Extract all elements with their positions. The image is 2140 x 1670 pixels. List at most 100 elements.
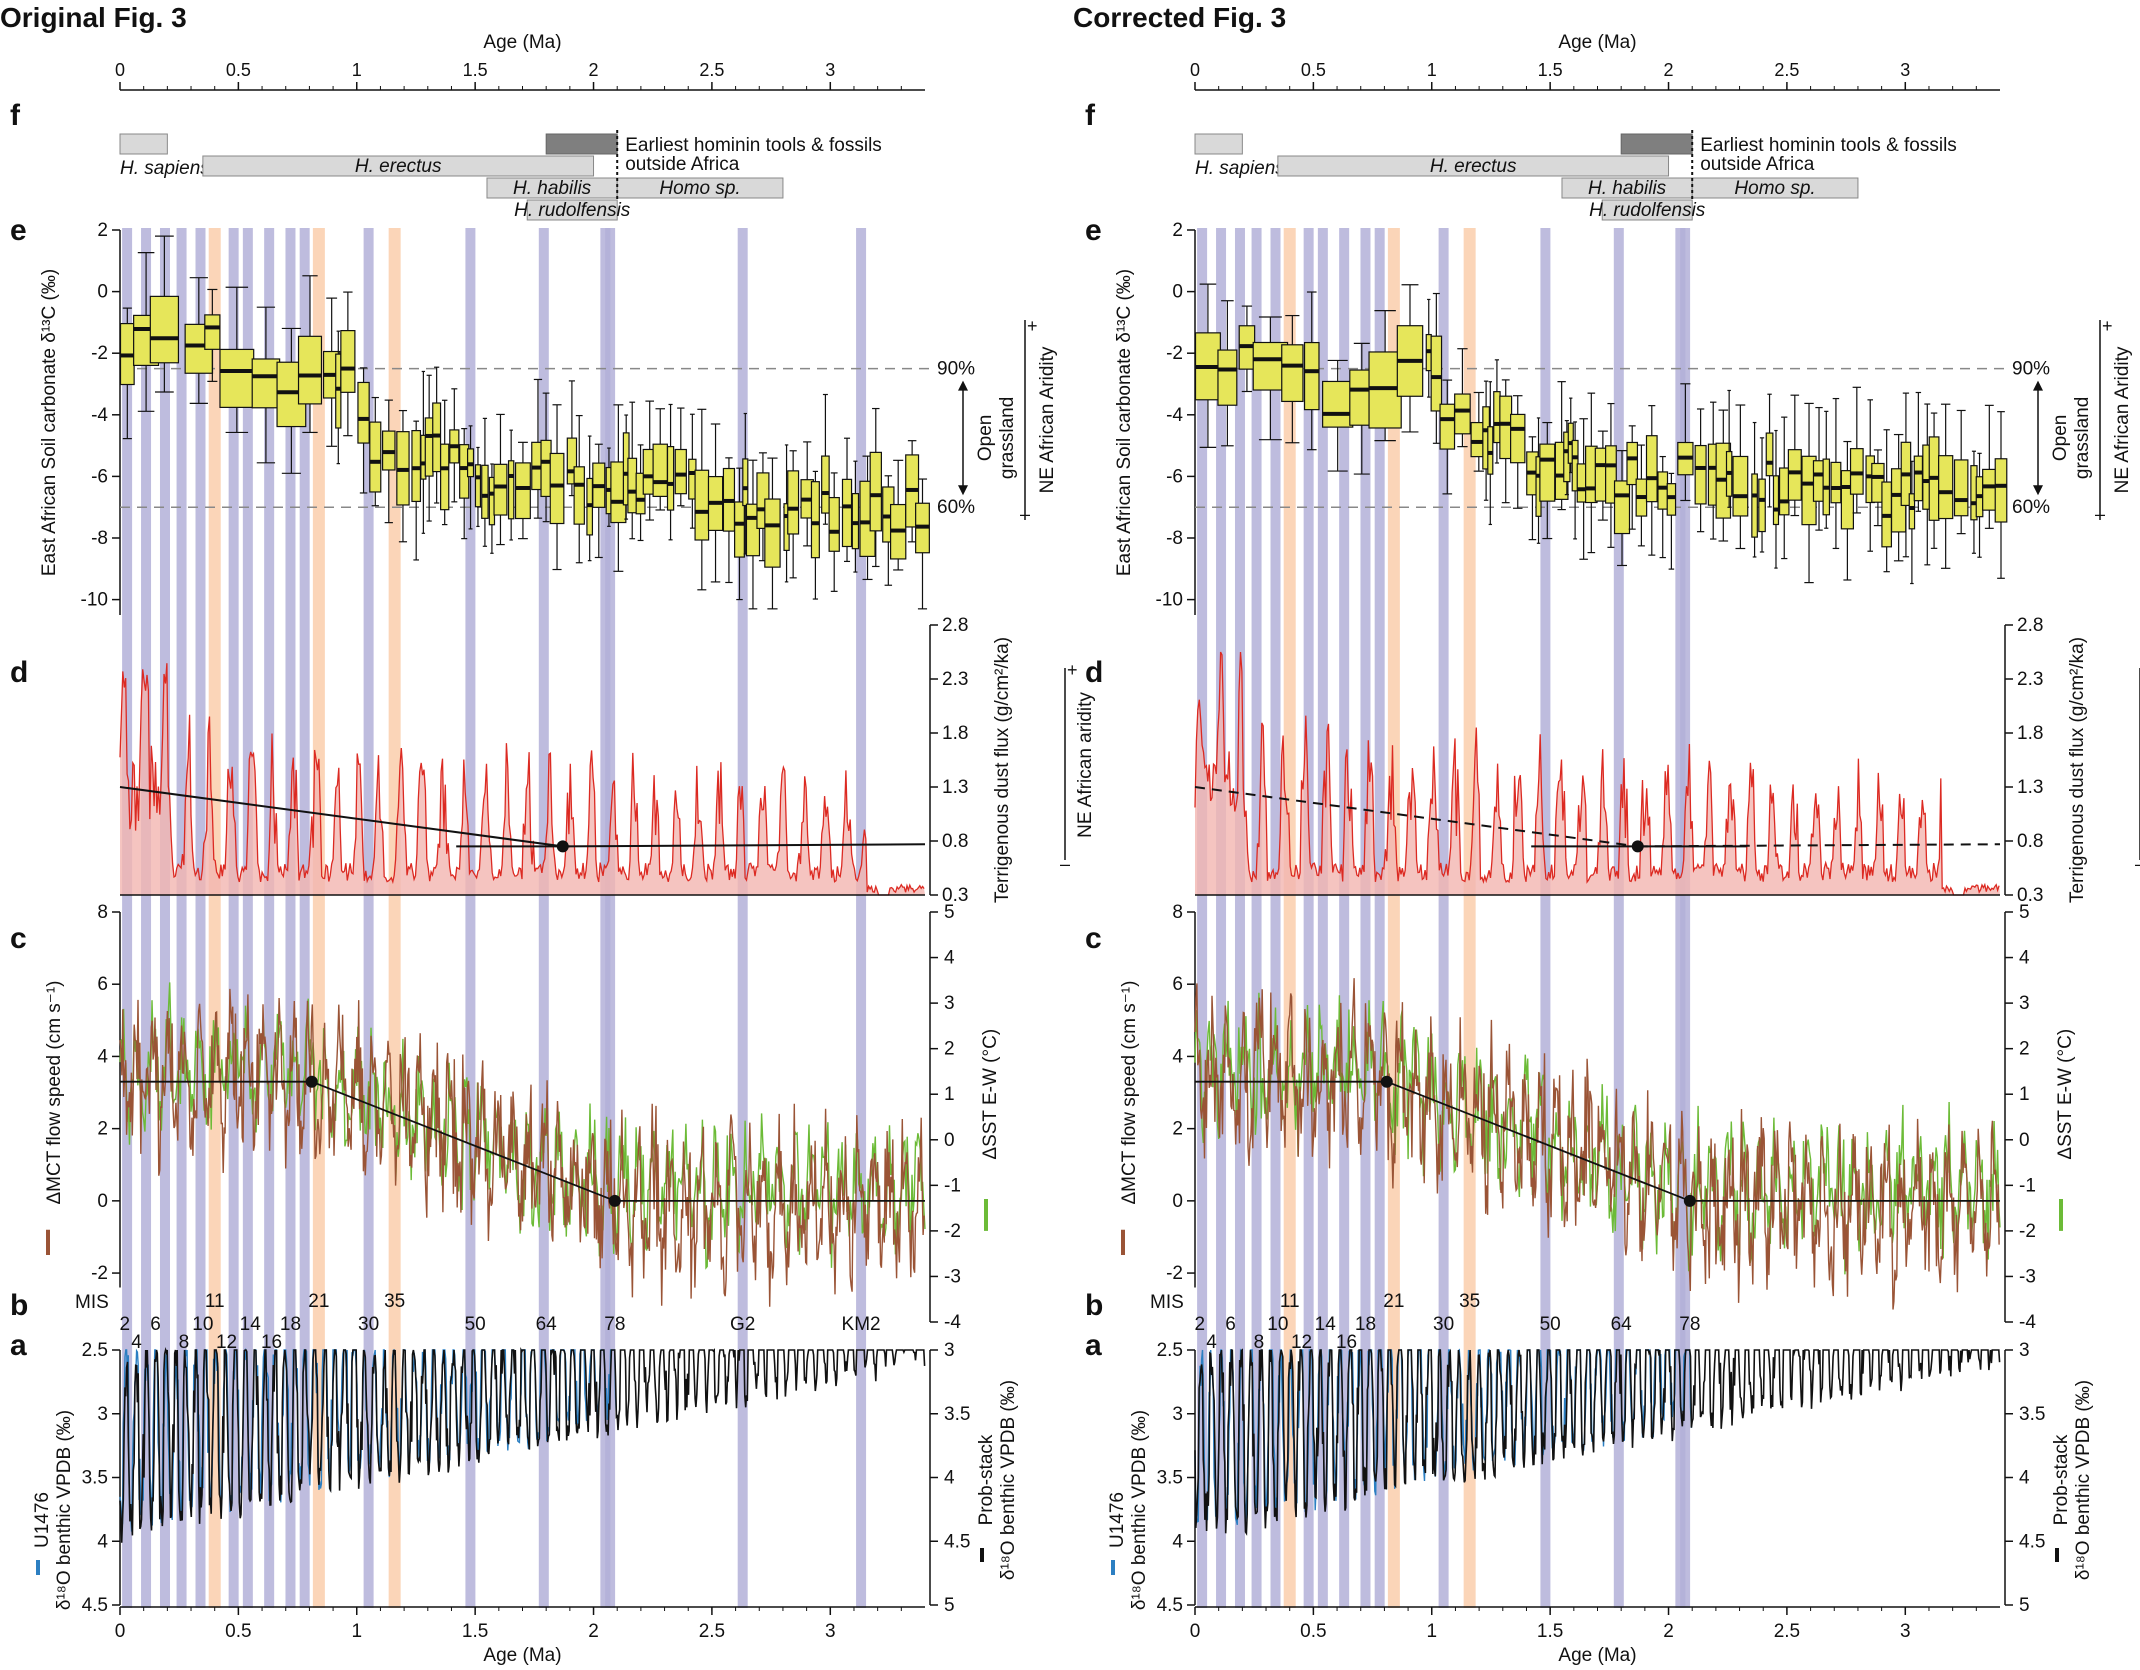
boxplot-box bbox=[828, 496, 840, 552]
boxplot bbox=[764, 457, 781, 610]
boxplot bbox=[1982, 404, 1997, 529]
boxplot bbox=[1751, 421, 1758, 558]
boxplot bbox=[674, 407, 687, 507]
boxplot-box bbox=[251, 358, 281, 409]
panel-e-y-tick-label: -4 bbox=[91, 405, 108, 426]
boxplot bbox=[1613, 450, 1631, 567]
boxplot-box bbox=[149, 295, 180, 364]
bottom-age-tick-label: 1 bbox=[351, 1621, 362, 1642]
dust-flux-line bbox=[119, 663, 925, 896]
dust-flux-line bbox=[1194, 651, 2000, 896]
boxplot bbox=[694, 408, 710, 591]
boxplot-box bbox=[493, 463, 508, 516]
boxplot-box bbox=[674, 448, 687, 495]
boxplot bbox=[1900, 392, 1912, 558]
boxplot bbox=[586, 435, 594, 562]
panel-e-y-tick-label: -8 bbox=[91, 528, 108, 549]
taxon-bar bbox=[616, 177, 784, 199]
boxplot bbox=[841, 437, 853, 563]
mis-label: MIS bbox=[75, 1292, 109, 1313]
band-purple bbox=[285, 228, 296, 1608]
top-age-tick-label: 0.5 bbox=[1301, 60, 1326, 80]
panel-c-y2-label: ΔSST E-W (°C) bbox=[980, 1029, 1001, 1160]
band-purple bbox=[264, 228, 275, 1608]
panel-c-y-tick-label: -2 bbox=[1166, 1263, 1183, 1284]
panel-a-y2-tick-label: 4.5 bbox=[2019, 1531, 2045, 1552]
boxplot-box bbox=[1772, 475, 1780, 526]
boxplot-box bbox=[1732, 455, 1749, 517]
taxon-bar bbox=[1277, 155, 1670, 177]
boxplot-box bbox=[1430, 335, 1443, 412]
band-orange bbox=[1463, 228, 1476, 1608]
panel-c-y2-tick-label: 0 bbox=[944, 1130, 955, 1151]
boxplot bbox=[381, 399, 396, 524]
boxplot-box bbox=[1657, 471, 1669, 510]
panel-d-y-tick-label: 0.3 bbox=[2017, 885, 2043, 906]
boxplot-box bbox=[204, 314, 221, 350]
boxplot bbox=[722, 457, 736, 584]
taxon-bar bbox=[1601, 199, 1693, 221]
boxplot bbox=[411, 420, 422, 561]
boxplot bbox=[707, 423, 724, 583]
mis-stage-label: 35 bbox=[384, 1291, 405, 1312]
grassland-label-2: grassland bbox=[997, 397, 1018, 479]
dust-aridity-label: NE African aridity bbox=[1075, 692, 1096, 838]
boxplot-box bbox=[1626, 441, 1639, 486]
panel-a-y-tick-label: 3 bbox=[97, 1404, 108, 1425]
boxplot bbox=[507, 429, 515, 541]
band-purple bbox=[1339, 228, 1350, 1608]
bottom-age-tick-label: 1 bbox=[1426, 1621, 1437, 1642]
boxplot bbox=[1830, 397, 1842, 550]
bottom-age-tick-label: 0 bbox=[115, 1621, 126, 1642]
panel-a-y2-series-label: Prob-stack bbox=[976, 1434, 997, 1525]
panel-c-y-tick-label: 0 bbox=[97, 1191, 108, 1212]
aridity-label: NE African Aridity bbox=[1037, 346, 1058, 493]
panel-a-y-tick-label: 2.5 bbox=[1157, 1340, 1183, 1361]
bottom-age-tick-label: 2 bbox=[1663, 1621, 1674, 1642]
boxplot-box bbox=[627, 457, 638, 514]
boxplot bbox=[1822, 410, 1831, 529]
p60-label: 60% bbox=[937, 497, 975, 518]
boxplot-box bbox=[481, 464, 489, 519]
boxplot bbox=[1368, 309, 1402, 442]
grassland-arrowhead bbox=[958, 485, 968, 496]
panel-a-y-tick-label: 4.5 bbox=[82, 1595, 108, 1616]
panel-c-y2-label: ΔSST E-W (°C) bbox=[2055, 1029, 2076, 1160]
panel-a-y2-tick-label: 4 bbox=[2019, 1468, 2030, 1489]
dust-flux-area bbox=[120, 663, 925, 895]
boxplot bbox=[1778, 416, 1790, 560]
panel-c-y2-tick-label: 1 bbox=[944, 1084, 955, 1105]
band-orange bbox=[388, 228, 401, 1608]
mis-stage-label: 4 bbox=[1206, 1332, 1217, 1353]
bottom-age-tick-label: 2.5 bbox=[699, 1621, 725, 1642]
panel-d-y-tick-label: 2.3 bbox=[942, 669, 968, 690]
tools-label: Earliest hominin tools & fossils bbox=[1700, 135, 1957, 156]
boxplot bbox=[652, 408, 668, 511]
boxplot-box bbox=[787, 470, 800, 535]
grassland-arrowhead bbox=[2033, 485, 2043, 496]
boxplot bbox=[340, 291, 356, 437]
panel-a-y2-tick-label: 3.5 bbox=[944, 1404, 970, 1425]
boxplot-box bbox=[1982, 468, 1997, 511]
top-age-tick-label: 2.5 bbox=[1774, 60, 1799, 80]
mis-stage-label: 12 bbox=[1291, 1332, 1312, 1353]
mis-stage-label: 30 bbox=[1433, 1314, 1454, 1335]
panel-c-y2-tick-label: -3 bbox=[2019, 1266, 2036, 1287]
panel-d-y-tick-label: 1.8 bbox=[2017, 723, 2043, 744]
mct-breakpoint bbox=[305, 1075, 318, 1088]
boxplot bbox=[449, 388, 460, 503]
boxplot-box bbox=[1454, 393, 1471, 435]
boxplot-box bbox=[694, 469, 710, 541]
aridity-minus: – bbox=[2095, 504, 2105, 524]
boxplot bbox=[828, 472, 840, 592]
prob-stack-line bbox=[119, 1347, 926, 1543]
boxplot bbox=[1787, 394, 1802, 517]
boxplot-box bbox=[1994, 458, 2008, 523]
boxplot bbox=[1725, 389, 1733, 508]
grassland-label: Open bbox=[2050, 415, 2071, 461]
panel-c-y-tick-label: 4 bbox=[97, 1046, 108, 1067]
boxplot-box bbox=[411, 430, 422, 503]
boxplot bbox=[251, 306, 281, 464]
mis-stage-label: 10 bbox=[1267, 1314, 1288, 1335]
boxplot bbox=[1430, 292, 1443, 444]
